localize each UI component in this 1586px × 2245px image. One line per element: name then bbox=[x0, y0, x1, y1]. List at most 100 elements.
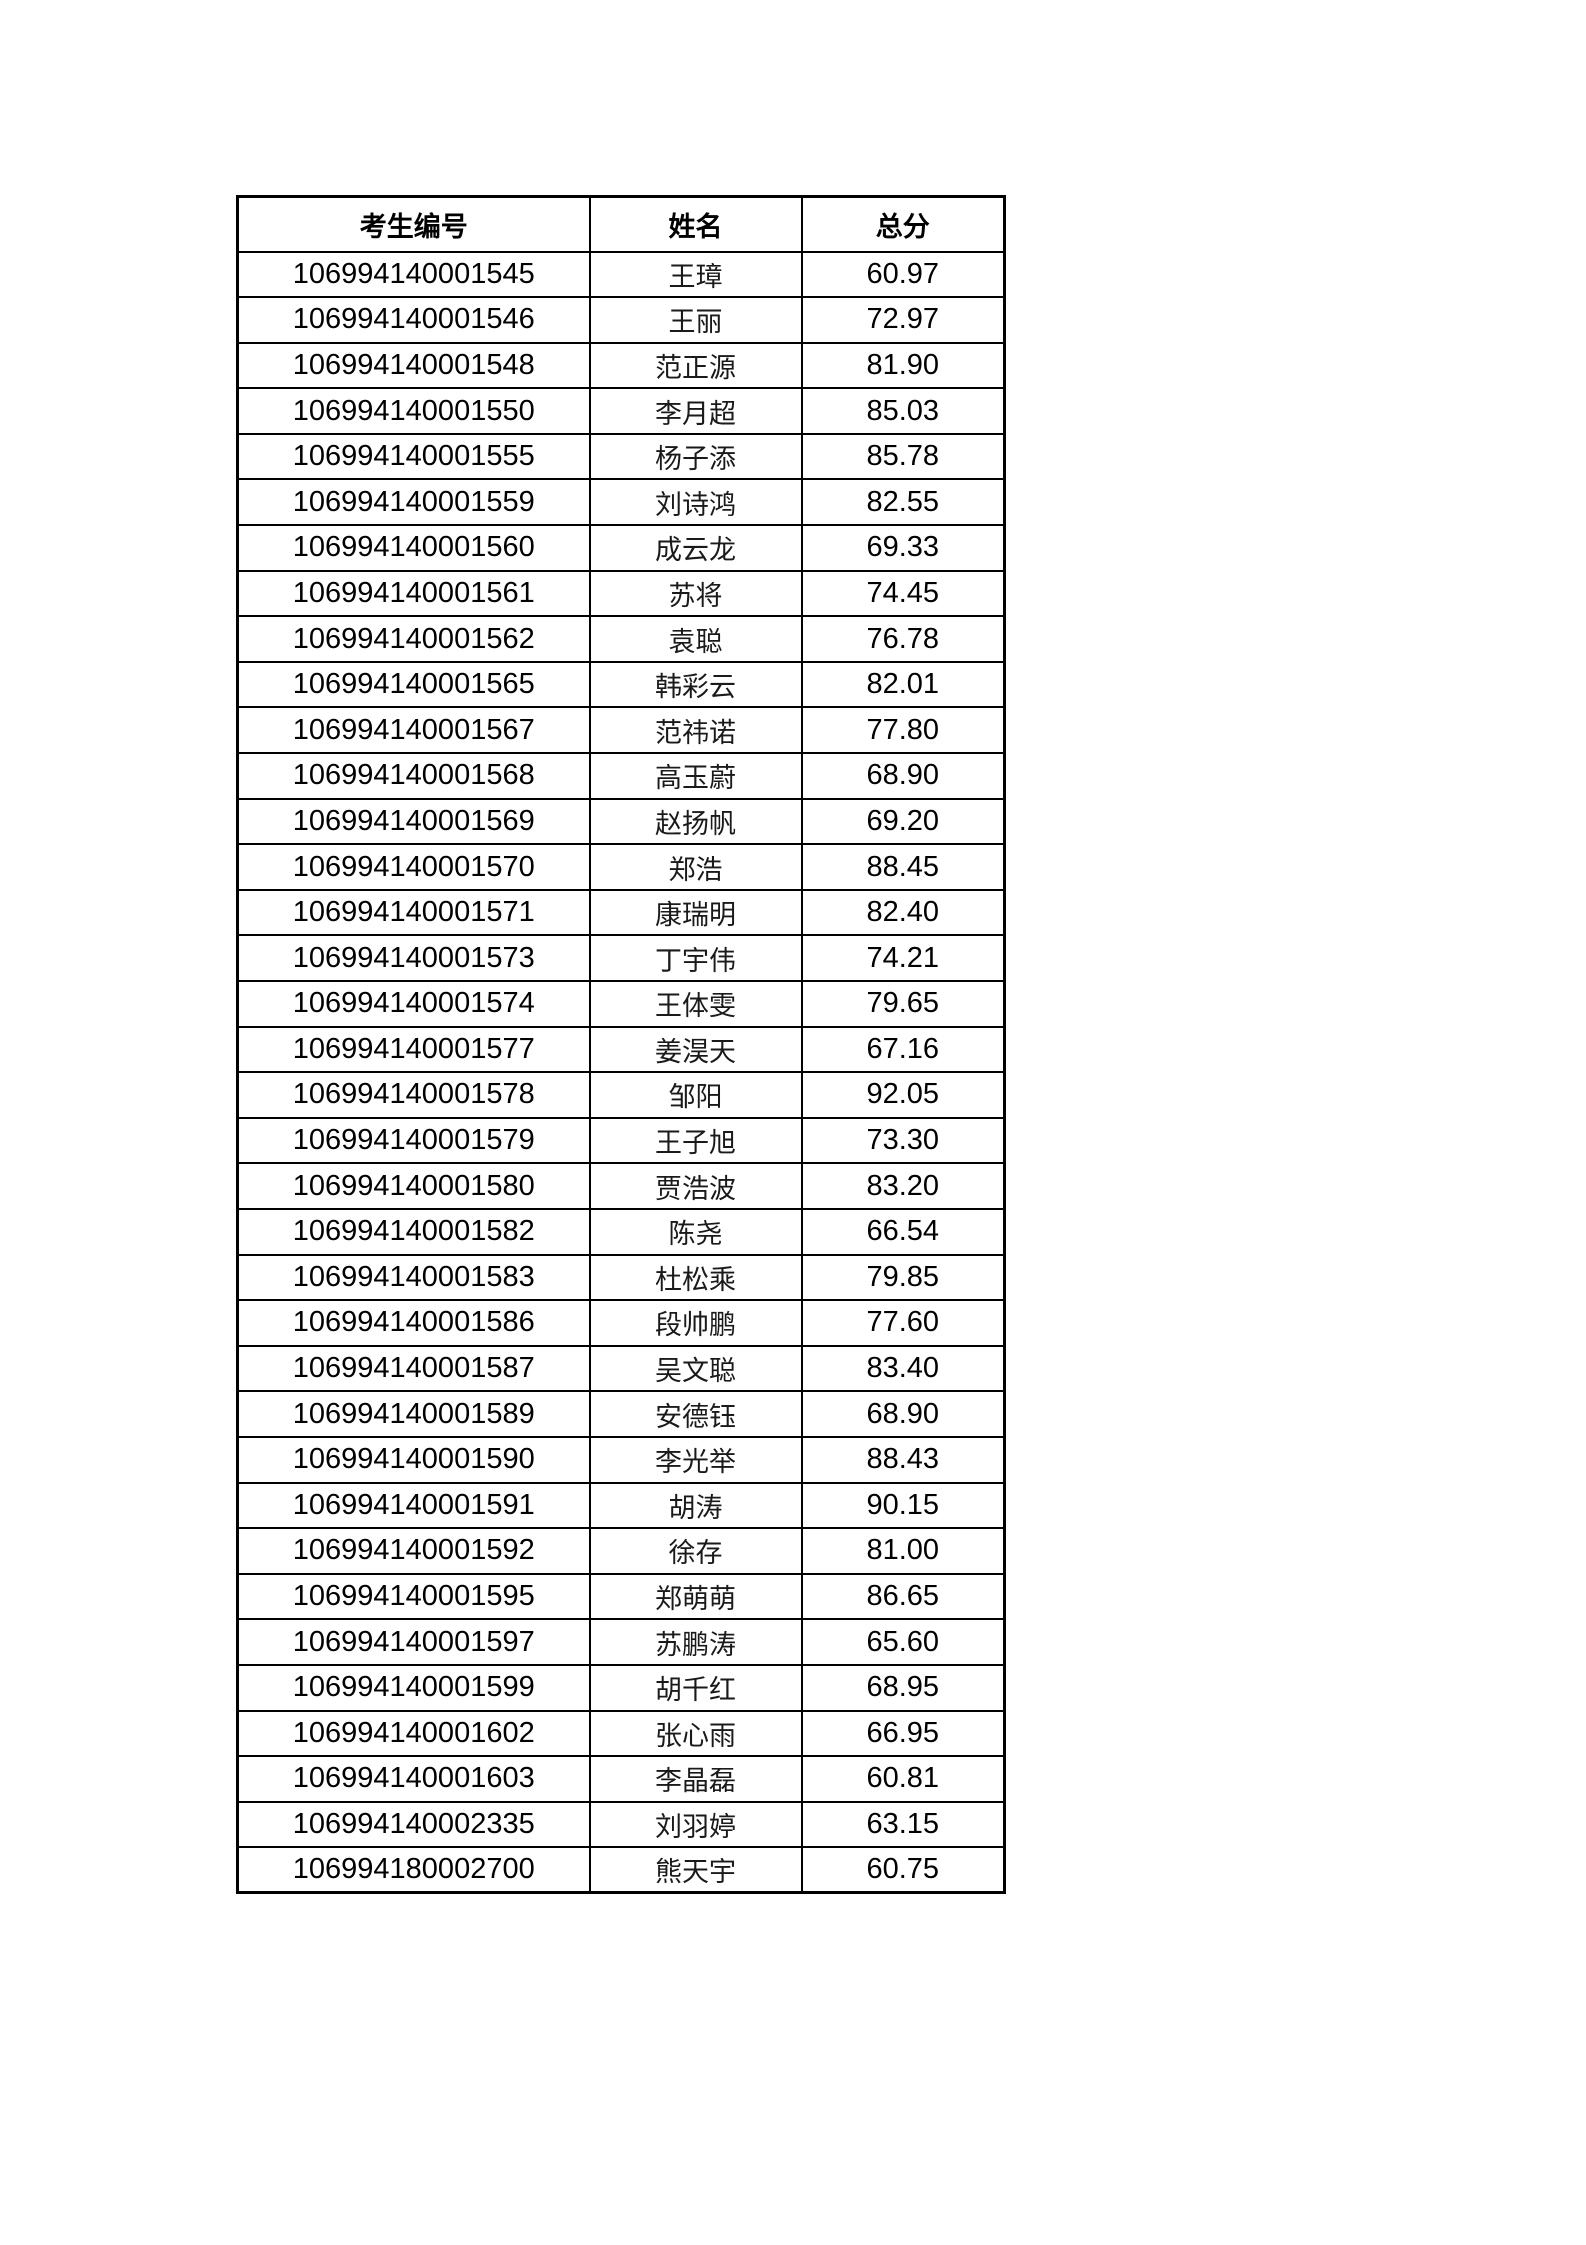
cell-name: 王体雯 bbox=[588, 980, 803, 1028]
cell-candidate-id: 106994140001545 bbox=[236, 250, 591, 299]
cell-candidate-id: 106994140001580 bbox=[236, 1162, 591, 1210]
cell-score: 82.55 bbox=[800, 478, 1006, 527]
cell-name: 徐存 bbox=[588, 1527, 803, 1575]
cell-score: 86.65 bbox=[800, 1572, 1006, 1621]
cell-score: 69.33 bbox=[800, 524, 1006, 572]
cell-candidate-id: 106994140001570 bbox=[236, 843, 591, 891]
cell-candidate-id: 106994140001548 bbox=[236, 341, 591, 390]
table-row: 106994140001591 胡涛 90.15 bbox=[236, 1481, 1006, 1530]
table-row: 106994140001586 段帅鹏 77.60 bbox=[236, 1299, 1006, 1347]
table-row: 106994180002700 熊天宇 60.75 bbox=[236, 1846, 1006, 1894]
cell-candidate-id: 106994140001565 bbox=[236, 660, 591, 709]
cell-score: 76.78 bbox=[800, 615, 1006, 663]
cell-score: 67.16 bbox=[800, 1025, 1006, 1074]
cell-score: 81.90 bbox=[800, 341, 1006, 390]
cell-score: 66.54 bbox=[800, 1207, 1006, 1256]
header-row: 考生编号 姓名 总分 bbox=[236, 195, 1006, 253]
cell-name: 高玉蔚 bbox=[588, 752, 803, 800]
cell-score: 85.03 bbox=[800, 387, 1006, 435]
cell-candidate-id: 106994140001599 bbox=[236, 1663, 591, 1712]
table-row: 106994140001561 苏将 74.45 bbox=[236, 569, 1006, 618]
cell-name: 杨子添 bbox=[588, 432, 803, 481]
cell-score: 68.90 bbox=[800, 1390, 1006, 1438]
cell-candidate-id: 106994140001583 bbox=[236, 1253, 591, 1302]
cell-candidate-id: 106994140001603 bbox=[236, 1755, 591, 1803]
cell-name: 张心雨 bbox=[588, 1709, 803, 1758]
cell-score: 79.85 bbox=[800, 1253, 1006, 1302]
cell-score: 66.95 bbox=[800, 1709, 1006, 1758]
cell-candidate-id: 106994140001562 bbox=[236, 615, 591, 663]
cell-score: 74.21 bbox=[800, 934, 1006, 982]
cell-candidate-id: 106994180002700 bbox=[236, 1846, 591, 1894]
cell-name: 成云龙 bbox=[588, 524, 803, 572]
table-row: 106994140001555 杨子添 85.78 bbox=[236, 432, 1006, 481]
table-row: 106994140001546 王丽 72.97 bbox=[236, 296, 1006, 344]
cell-name: 郑萌萌 bbox=[588, 1572, 803, 1621]
cell-score: 72.97 bbox=[800, 296, 1006, 344]
cell-name: 安德钰 bbox=[588, 1390, 803, 1438]
cell-candidate-id: 106994140001546 bbox=[236, 296, 591, 344]
cell-name: 李晶磊 bbox=[588, 1755, 803, 1803]
cell-candidate-id: 106994140001550 bbox=[236, 387, 591, 435]
cell-score: 77.60 bbox=[800, 1299, 1006, 1347]
cell-name: 丁宇伟 bbox=[588, 934, 803, 982]
table-row: 106994140002335 刘羽婷 63.15 bbox=[236, 1800, 1006, 1849]
cell-name: 郑浩 bbox=[588, 843, 803, 891]
cell-score: 60.75 bbox=[800, 1846, 1006, 1894]
cell-candidate-id: 106994140001561 bbox=[236, 569, 591, 618]
cell-name: 杜松乘 bbox=[588, 1253, 803, 1302]
table-row: 106994140001577 姜淏天 67.16 bbox=[236, 1025, 1006, 1074]
cell-candidate-id: 106994140001597 bbox=[236, 1618, 591, 1666]
cell-name: 姜淏天 bbox=[588, 1025, 803, 1074]
table-row: 106994140001580 贾浩波 83.20 bbox=[236, 1162, 1006, 1210]
table-row: 106994140001570 郑浩 88.45 bbox=[236, 843, 1006, 891]
table-row: 106994140001602 张心雨 66.95 bbox=[236, 1709, 1006, 1758]
cell-candidate-id: 106994140001571 bbox=[236, 888, 591, 937]
cell-candidate-id: 106994140001586 bbox=[236, 1299, 591, 1347]
cell-candidate-id: 106994140001582 bbox=[236, 1207, 591, 1256]
cell-name: 邹阳 bbox=[588, 1071, 803, 1119]
table-row: 106994140001595 郑萌萌 86.65 bbox=[236, 1572, 1006, 1621]
cell-name: 范正源 bbox=[588, 341, 803, 390]
cell-candidate-id: 106994140001568 bbox=[236, 752, 591, 800]
table-row: 106994140001573 丁宇伟 74.21 bbox=[236, 934, 1006, 982]
cell-score: 60.81 bbox=[800, 1755, 1006, 1803]
table-row: 106994140001592 徐存 81.00 bbox=[236, 1527, 1006, 1575]
table-row: 106994140001599 胡千红 68.95 bbox=[236, 1663, 1006, 1712]
cell-score: 85.78 bbox=[800, 432, 1006, 481]
cell-name: 韩彩云 bbox=[588, 660, 803, 709]
cell-score: 63.15 bbox=[800, 1800, 1006, 1849]
cell-candidate-id: 106994140001592 bbox=[236, 1527, 591, 1575]
table-body: 106994140001545 王璋 60.97 106994140001546… bbox=[236, 250, 1006, 1894]
cell-name: 李光举 bbox=[588, 1435, 803, 1484]
cell-candidate-id: 106994140001587 bbox=[236, 1344, 591, 1393]
table-row: 106994140001548 范正源 81.90 bbox=[236, 341, 1006, 390]
cell-candidate-id: 106994140001560 bbox=[236, 524, 591, 572]
cell-score: 88.45 bbox=[800, 843, 1006, 891]
cell-score: 68.90 bbox=[800, 752, 1006, 800]
cell-candidate-id: 106994140001589 bbox=[236, 1390, 591, 1438]
table-row: 106994140001545 王璋 60.97 bbox=[236, 250, 1006, 299]
table-row: 106994140001568 高玉蔚 68.90 bbox=[236, 752, 1006, 800]
cell-name: 胡涛 bbox=[588, 1481, 803, 1530]
cell-score: 68.95 bbox=[800, 1663, 1006, 1712]
table-row: 106994140001603 李晶磊 60.81 bbox=[236, 1755, 1006, 1803]
table-row: 106994140001565 韩彩云 82.01 bbox=[236, 660, 1006, 709]
cell-candidate-id: 106994140001559 bbox=[236, 478, 591, 527]
cell-score: 82.40 bbox=[800, 888, 1006, 937]
cell-name: 王子旭 bbox=[588, 1116, 803, 1165]
cell-name: 康瑞明 bbox=[588, 888, 803, 937]
cell-candidate-id: 106994140001567 bbox=[236, 706, 591, 755]
table-row: 106994140001587 吴文聪 83.40 bbox=[236, 1344, 1006, 1393]
table-row: 106994140001571 康瑞明 82.40 bbox=[236, 888, 1006, 937]
cell-name: 熊天宇 bbox=[588, 1846, 803, 1894]
cell-score: 60.97 bbox=[800, 250, 1006, 299]
cell-name: 刘诗鸿 bbox=[588, 478, 803, 527]
table-row: 106994140001567 范祎诺 77.80 bbox=[236, 706, 1006, 755]
header-name: 姓名 bbox=[588, 195, 803, 253]
cell-candidate-id: 106994140002335 bbox=[236, 1800, 591, 1849]
cell-name: 段帅鹏 bbox=[588, 1299, 803, 1347]
table-row: 106994140001579 王子旭 73.30 bbox=[236, 1116, 1006, 1165]
cell-score: 88.43 bbox=[800, 1435, 1006, 1484]
cell-candidate-id: 106994140001574 bbox=[236, 980, 591, 1028]
